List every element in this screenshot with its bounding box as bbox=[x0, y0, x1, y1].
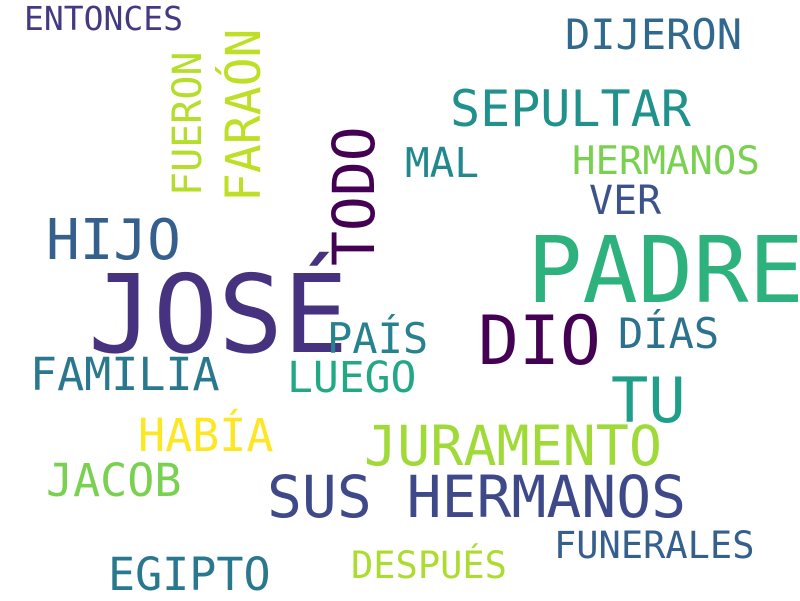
word-despues: DESPUÉS bbox=[351, 544, 507, 587]
word-habia: HABÍA bbox=[138, 409, 274, 462]
word-padre: PADRE bbox=[527, 217, 800, 324]
word-todo: TODO bbox=[320, 126, 388, 266]
word-hijo: HIJO bbox=[46, 208, 181, 273]
word-juramento: JURAMENTO bbox=[364, 414, 663, 478]
word-familia: FAMILIA bbox=[30, 348, 220, 401]
word-ver: VER bbox=[589, 178, 662, 224]
word-fueron: FUERON bbox=[165, 51, 211, 197]
word-tu: TU bbox=[611, 364, 686, 437]
word-hermanos: HERMANOS bbox=[572, 139, 760, 184]
word-sepultar: SEPULTAR bbox=[450, 80, 691, 138]
word-faraon: FARAÓN bbox=[216, 28, 272, 202]
word-entonces: ENTONCES bbox=[24, 0, 183, 38]
word-funerales: FUNERALES bbox=[554, 524, 755, 567]
word-egipto: EGIPTO bbox=[108, 548, 271, 601]
word-pais: PAÍS bbox=[327, 314, 429, 363]
word-mal: MAL bbox=[405, 139, 480, 187]
word-sus-hermanos: SUS HERMANOS bbox=[267, 463, 687, 531]
word-luego: LUEGO bbox=[287, 353, 417, 403]
word-jose: JOSÉ bbox=[88, 253, 349, 378]
word-jacob: JACOB bbox=[46, 454, 182, 507]
word-dio: DIO bbox=[478, 302, 601, 381]
word-dijeron: DIJERON bbox=[565, 10, 743, 59]
word-dias: DÍAS bbox=[618, 309, 720, 358]
